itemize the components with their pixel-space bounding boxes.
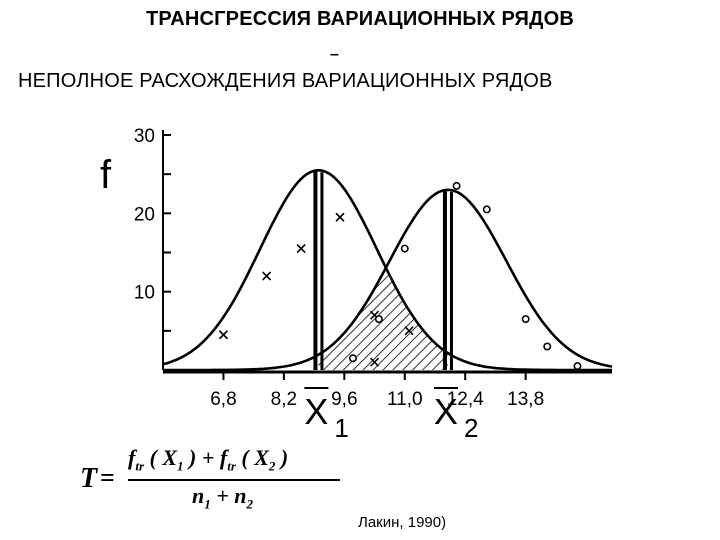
- mean-line-1: [320, 172, 324, 370]
- series-2-point: [348, 354, 357, 363]
- series-1-point: [335, 212, 345, 222]
- x-tick-label: 8,2: [271, 389, 297, 410]
- mean-line-2: [442, 189, 447, 370]
- page-subtitle: НЕПОЛНОЕ РАСХОЖДЕНИЯ ВАРИАЦИОННЫХ РЯДОВ: [18, 70, 553, 92]
- x-tick-label: 12,4: [447, 389, 484, 410]
- series-1-point: [296, 244, 306, 254]
- transgression-formula: T = ftr ( X1 ) + ftr ( X2 ) n1 + n2: [80, 445, 350, 525]
- formula-numerator: ftr ( X1 ) + ftr ( X2 ): [128, 445, 289, 474]
- x-tick-label: 9,6: [331, 389, 357, 410]
- overlap-region: [318, 268, 448, 370]
- series-2-point: [543, 342, 552, 351]
- mean-label-subscript: 1: [334, 413, 348, 443]
- series-2-point: [482, 205, 491, 214]
- series-2-point: [573, 362, 582, 371]
- page-title: ТРАНСГРЕССИЯ ВАРИАЦИОННЫХ РЯДОВ: [146, 8, 574, 30]
- title-dash: –: [330, 46, 339, 63]
- series-2-point: [521, 315, 530, 324]
- formula-denominator: n1 + n2: [192, 483, 254, 512]
- series-2-curve: [163, 188, 613, 372]
- mean-label: X: [304, 391, 328, 432]
- series-2-point: [452, 181, 461, 190]
- x-tick-label: 6,8: [210, 389, 236, 410]
- y-tick-label: 30: [134, 126, 155, 147]
- series-1-curve: [162, 169, 612, 372]
- y-tick-label: 20: [134, 204, 155, 225]
- mean-label: X: [434, 391, 458, 432]
- formula-fraction-bar: [128, 479, 340, 481]
- source-credit: Лакин, 1990): [358, 514, 447, 531]
- series-1-point: [369, 357, 380, 367]
- mean-line-1: [313, 170, 318, 370]
- series-1-point: [218, 330, 229, 340]
- mean-label-subscript: 2: [464, 413, 478, 443]
- formula-lhs: T: [80, 463, 98, 494]
- x-tick-label: 13,8: [507, 389, 544, 410]
- formula-equals: =: [100, 463, 115, 492]
- series-2-point: [400, 244, 409, 253]
- mean-line-2: [449, 191, 453, 370]
- y-axis-label: f: [100, 153, 112, 197]
- y-tick-label: 10: [134, 283, 155, 304]
- series-2-point: [374, 315, 383, 324]
- series-1-point: [404, 326, 414, 336]
- series-1-point: [262, 271, 272, 281]
- x-tick-label: 11,0: [387, 389, 423, 410]
